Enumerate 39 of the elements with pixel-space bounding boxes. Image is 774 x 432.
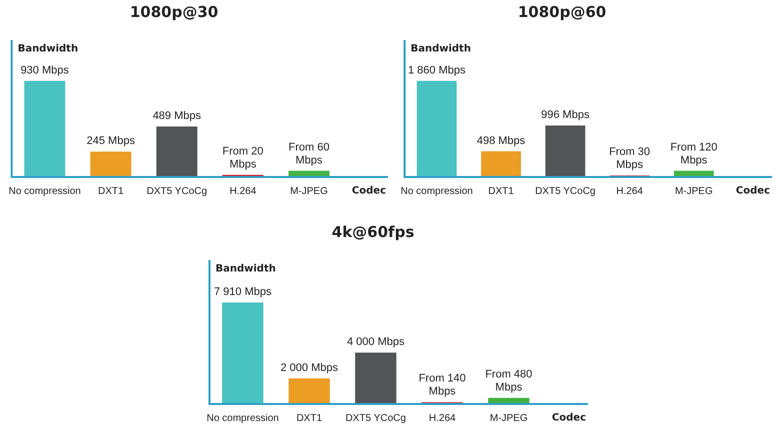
- data-label: 2 000 Mbps: [280, 362, 338, 374]
- chart-title: 4k@60fps: [332, 222, 414, 241]
- chart-title: 1080p@30: [130, 2, 218, 21]
- x-tick-label: No compression: [8, 186, 81, 197]
- y-axis-title: Bandwidth: [18, 44, 78, 55]
- x-tick-label: DXT5 YCoCg: [535, 186, 596, 197]
- data-label: 4 000 Mbps: [346, 336, 405, 348]
- data-label: From 20 Mbps: [222, 145, 264, 170]
- x-tick-label: DXT1: [296, 412, 322, 424]
- data-label: 489 Mbps: [152, 110, 202, 122]
- x-tick-label: DXT1: [488, 186, 514, 197]
- data-label: From 60 Mbps: [288, 141, 330, 166]
- data-label: From 30 Mbps: [609, 146, 650, 171]
- data-label: 996 Mbps: [541, 109, 590, 122]
- x-axis-title: Codec: [552, 412, 586, 424]
- y-axis-title: Bandwidth: [215, 264, 276, 275]
- data-label: 7 910 Mbps: [214, 286, 272, 298]
- data-label: 1 860 Mbps: [408, 64, 466, 76]
- x-tick-label: DXT5 YCoCg: [346, 412, 406, 424]
- x-tick-label: M-JPEG: [490, 412, 528, 424]
- x-tick-label: M-JPEG: [674, 186, 713, 197]
- x-axis-title: Codec: [352, 186, 386, 197]
- data-label: From 480 Mbps: [485, 368, 532, 394]
- data-label: From 120 Mbps: [670, 141, 718, 166]
- x-tick-label: H.264: [616, 186, 644, 197]
- x-tick-label: No compression: [400, 186, 473, 197]
- data-label: 245 Mbps: [86, 135, 136, 148]
- x-tick-label: DXT5 YCoCg: [146, 186, 208, 197]
- x-tick-label: DXT1: [98, 186, 124, 197]
- x-tick-label: M-JPEG: [290, 186, 328, 197]
- data-label: 498 Mbps: [476, 134, 526, 147]
- y-axis-title: Bandwidth: [410, 44, 471, 55]
- x-tick-label: H.264: [428, 412, 456, 424]
- data-label: From 140 Mbps: [418, 372, 466, 398]
- x-axis-title: Codec: [736, 186, 770, 197]
- x-tick-label: H.264: [230, 186, 257, 197]
- data-label: 930 Mbps: [20, 64, 70, 76]
- x-tick-label: No compression: [206, 412, 279, 424]
- chart-title: 1080p@60: [518, 2, 606, 21]
